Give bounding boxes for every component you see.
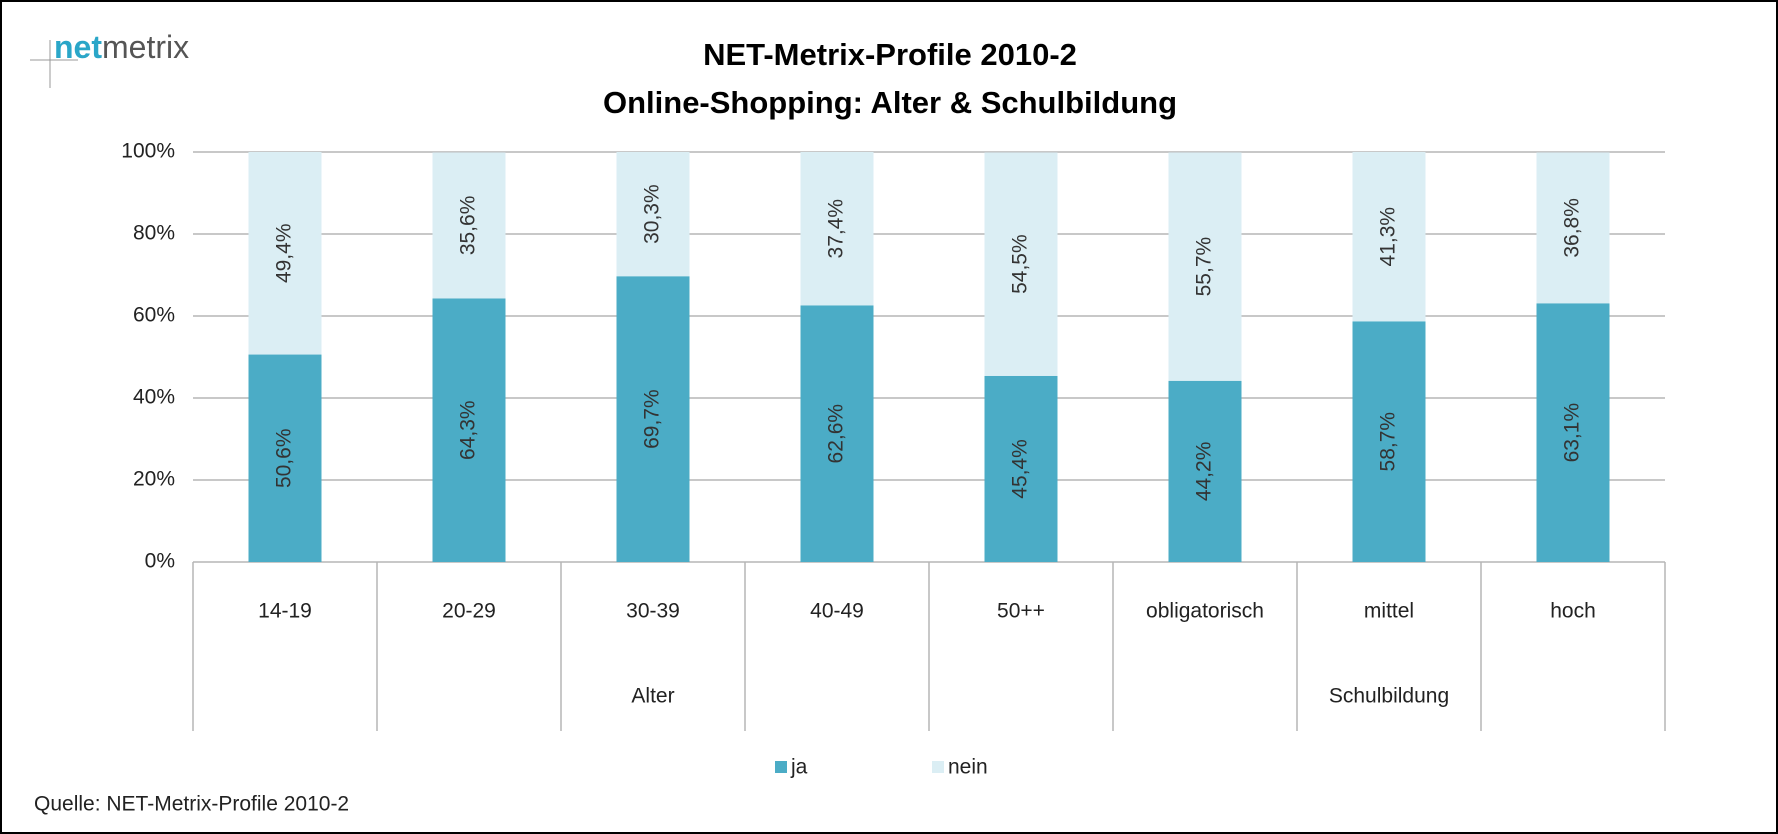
value-label: 69,7%	[641, 389, 664, 449]
y-tick-label: 0%	[145, 550, 175, 573]
y-tick-label: 60%	[133, 304, 175, 327]
bar-segment	[432, 298, 506, 562]
x-tick-label: 50++	[997, 600, 1045, 623]
x-tick-label: 30-39	[626, 600, 680, 623]
chart-title: NET-Metrix-Profile 2010-2	[703, 37, 1077, 72]
logo-strong: net	[54, 29, 102, 65]
value-label: 64,3%	[457, 400, 480, 460]
y-tick-label: 80%	[133, 222, 175, 245]
logo-rest: metrix	[102, 29, 189, 65]
bar-segment	[800, 305, 874, 562]
bar-segment	[1536, 152, 1610, 304]
y-tick-label: 20%	[133, 468, 175, 491]
bar-segment	[1352, 321, 1426, 562]
bar-segment	[1168, 152, 1242, 381]
bar-segment	[1352, 152, 1426, 322]
bar-segment	[984, 152, 1058, 376]
bar-segment	[616, 276, 690, 562]
group-label: Alter	[631, 685, 674, 708]
value-label: 36,8%	[1561, 198, 1584, 258]
value-label: 37,4%	[825, 199, 848, 259]
y-tick-label: 100%	[121, 140, 175, 163]
bar-segment	[432, 152, 506, 299]
bar-segment	[984, 375, 1058, 562]
x-tick-label: obligatorisch	[1146, 600, 1264, 623]
bar-segment	[1168, 380, 1242, 562]
legend-swatch	[775, 761, 787, 773]
value-label: 55,7%	[1193, 237, 1216, 297]
value-label: 63,1%	[1561, 403, 1584, 463]
x-tick-label: 20-29	[442, 600, 496, 623]
x-tick-label: 14-19	[258, 600, 312, 623]
bar-segment	[248, 354, 322, 562]
bar-segment	[248, 152, 322, 355]
logo: netmetrix	[54, 29, 189, 65]
x-tick-label: 40-49	[810, 600, 864, 623]
value-label: 58,7%	[1377, 412, 1400, 472]
legend-swatch	[932, 761, 944, 773]
bar-segment	[800, 152, 874, 306]
value-label: 54,5%	[1009, 234, 1032, 294]
value-label: 45,4%	[1009, 439, 1032, 499]
group-label: Schulbildung	[1329, 685, 1449, 708]
value-label: 62,6%	[825, 404, 848, 464]
source: Quelle: NET-Metrix-Profile 2010-2	[34, 793, 349, 816]
legend-label: ja	[790, 756, 808, 779]
value-label: 41,3%	[1377, 207, 1400, 267]
bar-segment	[616, 152, 690, 277]
x-tick-label: mittel	[1364, 600, 1414, 623]
value-label: 35,6%	[457, 196, 480, 256]
x-tick-label: hoch	[1550, 600, 1596, 623]
chart-subtitle: Online-Shopping: Alter & Schulbildung	[603, 85, 1177, 120]
value-label: 49,4%	[273, 223, 296, 283]
legend-label: nein	[948, 756, 988, 779]
y-tick-label: 40%	[133, 386, 175, 409]
value-label: 44,2%	[1193, 442, 1216, 502]
value-label: 30,3%	[641, 184, 664, 244]
value-label: 50,6%	[273, 428, 296, 488]
bar-segment	[1536, 303, 1610, 562]
